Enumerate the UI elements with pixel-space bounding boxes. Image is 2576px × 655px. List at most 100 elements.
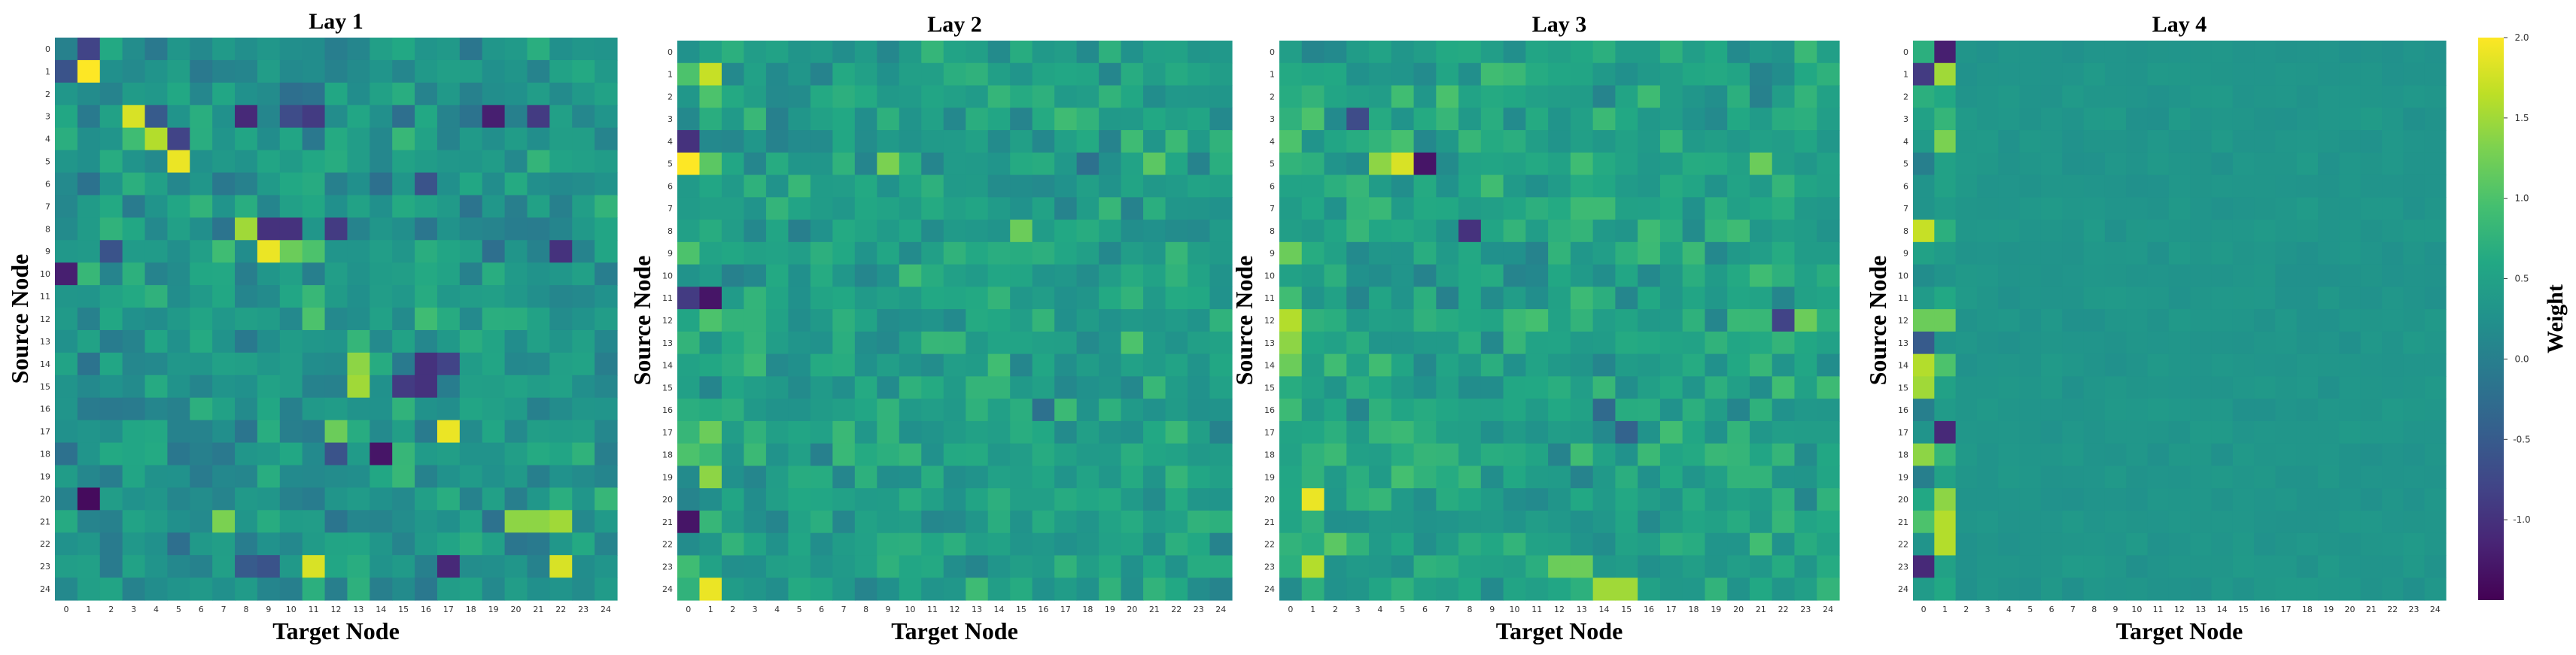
heatmap-cell	[2083, 220, 2106, 243]
heatmap-cell	[744, 578, 767, 601]
y-tick-label: 6	[1903, 181, 1908, 191]
heatmap-cell	[1749, 197, 1773, 220]
y-tick-label: 2	[1270, 92, 1275, 102]
heatmap-cell	[302, 38, 326, 61]
heatmap-cell	[2296, 376, 2319, 399]
heatmap-cell	[2126, 309, 2149, 332]
heatmap-cell	[2339, 309, 2362, 332]
heatmap-cell	[2254, 174, 2276, 198]
heatmap-cell	[1913, 443, 1935, 467]
heatmap-cell	[2083, 41, 2106, 64]
heatmap-cell	[167, 195, 190, 218]
heatmap-cell	[1076, 443, 1099, 467]
heatmap-cell	[899, 443, 922, 467]
heatmap-cell	[2019, 152, 2042, 176]
heatmap-cell	[324, 262, 348, 286]
heatmap-cell	[1301, 488, 1325, 511]
heatmap-cell	[1413, 555, 1437, 578]
heatmap-cell	[77, 397, 101, 421]
heatmap-cell	[1279, 510, 1303, 534]
heatmap-cell	[2083, 264, 2106, 287]
heatmap-cell	[744, 443, 767, 467]
heatmap-cell	[1054, 555, 1078, 578]
heatmap-cell	[99, 352, 123, 376]
heatmap-cell	[2104, 353, 2127, 377]
heatmap-cell	[721, 331, 745, 355]
heatmap-cell	[324, 375, 348, 399]
heatmap-cell	[1458, 399, 1482, 422]
heatmap-cell	[527, 82, 550, 106]
heatmap-cell	[392, 352, 415, 376]
y-tick-label: 4	[1270, 137, 1275, 147]
heatmap-cell	[1525, 197, 1549, 220]
heatmap-cell	[1391, 420, 1415, 444]
x-tick-label: 15	[1621, 605, 1632, 614]
heatmap-cell	[1934, 264, 1957, 287]
y-axis-label: Source Node	[628, 256, 655, 386]
heatmap-cell	[1099, 287, 1122, 310]
heatmap-cell	[504, 465, 528, 488]
heatmap-cell	[1913, 510, 1935, 534]
heatmap-cell	[832, 376, 856, 399]
heatmap-cell	[1976, 41, 1999, 64]
heatmap-cell	[324, 195, 348, 218]
heatmap-cell	[167, 105, 190, 129]
heatmap-cell	[55, 578, 78, 601]
heatmap-cell	[765, 532, 789, 556]
heatmap-cell	[1727, 264, 1750, 287]
heatmap-cell	[2062, 420, 2085, 444]
heatmap-cell	[1209, 465, 1233, 489]
heatmap-cell	[1458, 130, 1482, 153]
heatmap-cell	[2424, 264, 2447, 287]
heatmap-cell	[549, 555, 573, 578]
heatmap-cell	[744, 220, 767, 243]
heatmap-cell	[1480, 264, 1504, 287]
heatmap-cell	[744, 41, 767, 64]
heatmap-cell	[1749, 241, 1773, 265]
heatmap-cell	[1054, 220, 1078, 243]
x-tick-label: 16	[1038, 605, 1048, 614]
heatmap-cell	[436, 172, 461, 196]
heatmap-cell	[1659, 85, 1683, 108]
heatmap-cell	[1032, 62, 1055, 86]
heatmap-cell	[1592, 420, 1616, 444]
heatmap-cell	[2275, 108, 2298, 131]
heatmap-cell	[122, 308, 146, 331]
heatmap-cell	[1749, 443, 1773, 467]
heatmap-cell	[2403, 353, 2425, 377]
heatmap-cell	[436, 308, 461, 331]
heatmap-cell	[1143, 264, 1166, 287]
heatmap-cell	[1346, 309, 1370, 332]
x-tick-label: 7	[841, 605, 847, 614]
heatmap-cell	[899, 532, 922, 556]
heatmap-cell	[1570, 488, 1594, 511]
heatmap-cell	[744, 85, 767, 108]
heatmap-cell	[2424, 130, 2447, 153]
y-tick-label: 10	[40, 269, 50, 279]
heatmap-cell	[2062, 465, 2085, 489]
heatmap-cell	[1301, 241, 1325, 265]
x-tick-label: 9	[1489, 605, 1495, 614]
heatmap-cell	[549, 308, 573, 331]
heatmap-cell	[1772, 309, 1796, 332]
heatmap-cell	[2083, 376, 2106, 399]
x-tick-label: 4	[1377, 605, 1382, 614]
heatmap-cell	[415, 172, 438, 196]
heatmap-cell	[2382, 62, 2404, 86]
heatmap-cell	[370, 240, 393, 263]
heatmap-cell	[721, 152, 745, 176]
y-tick-label: 11	[662, 293, 673, 303]
heatmap-cell	[1458, 353, 1482, 377]
heatmap-cell	[1749, 62, 1773, 86]
heatmap-cell	[2275, 578, 2298, 601]
heatmap-cell	[55, 217, 78, 241]
heatmap-cell	[1413, 465, 1437, 489]
heatmap-cell	[1188, 264, 1211, 287]
heatmap-cell	[122, 82, 146, 106]
heatmap-cell	[167, 308, 190, 331]
heatmap-cell	[1955, 152, 1978, 176]
heatmap-cell	[1998, 578, 2021, 601]
x-tick-label: 3	[131, 605, 136, 614]
heatmap-cell	[2403, 420, 2425, 444]
heatmap-cell	[1727, 287, 1750, 310]
